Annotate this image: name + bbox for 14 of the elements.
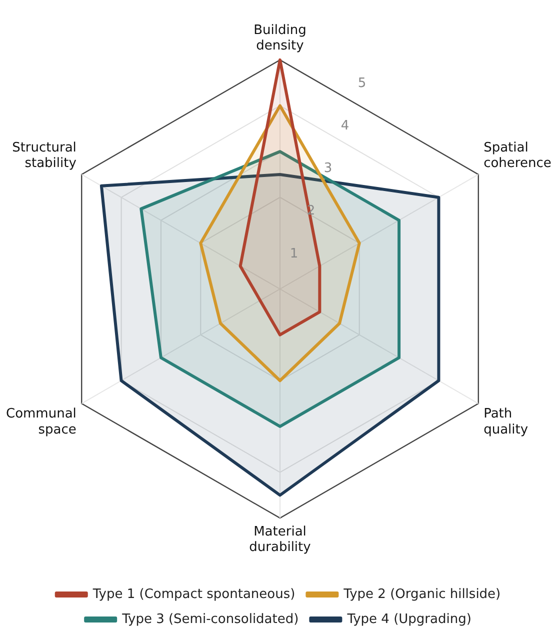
legend-label: Type 4 (Upgrading) (346, 612, 472, 627)
y-tick-label: 3 (324, 161, 332, 176)
legend-label: Type 1 (Compact spontaneous) (92, 586, 296, 602)
spoke-label: Communal space (6, 406, 76, 438)
y-tick-label: 5 (358, 76, 366, 92)
spoke-label: Spatial coherence (484, 140, 552, 172)
y-tick-label: 4 (340, 118, 350, 134)
spoke-label: Building density (254, 22, 306, 54)
legend-label: Type 3 (Semi-consolidated) (121, 612, 299, 627)
spoke-label: Path quality (484, 406, 528, 438)
spoke-label: Structural stability (12, 140, 77, 172)
spoke-label: Material durability (249, 524, 312, 555)
y-tick-label: 1 (290, 246, 298, 262)
legend-label: Type 2 (Organic hillside) (342, 586, 501, 602)
